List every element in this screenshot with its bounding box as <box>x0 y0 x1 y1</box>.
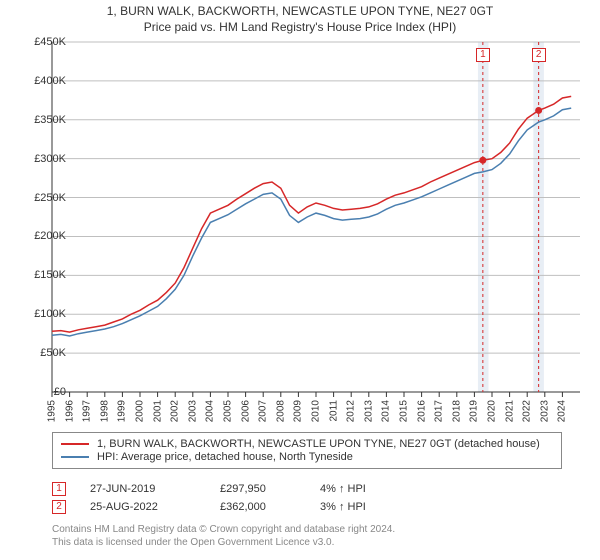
sale-flag: 1 <box>476 48 490 62</box>
sale-date: 27-JUN-2019 <box>90 483 220 495</box>
footer-line2: This data is licensed under the Open Gov… <box>52 537 562 550</box>
x-axis-label: 2020 <box>487 400 498 422</box>
x-axis-label: 2017 <box>434 400 445 422</box>
sales-table: 1 27-JUN-2019£297,9504% ↑ HPI 2 25-AUG-2022… <box>52 478 562 518</box>
x-axis-label: 2014 <box>381 400 392 422</box>
x-axis-label: 2002 <box>170 400 181 422</box>
title-address: 1, BURN WALK, BACKWORTH, NEWCASTLE UPON … <box>0 4 600 18</box>
legend-label-price: 1, BURN WALK, BACKWORTH, NEWCASTLE UPON … <box>97 438 540 450</box>
legend-swatch-price <box>61 443 89 445</box>
y-axis-label: £250K <box>18 192 66 204</box>
x-axis-label: 2010 <box>311 400 322 422</box>
plot-svg <box>52 42 580 392</box>
sale-dot <box>535 107 542 114</box>
sale-marker: 2 <box>52 500 66 514</box>
x-axis-label: 2016 <box>416 400 427 422</box>
x-axis-label: 2005 <box>223 400 234 422</box>
legend-swatch-hpi <box>61 456 89 458</box>
y-axis-label: £100K <box>18 308 66 320</box>
x-axis-label: 2000 <box>135 400 146 422</box>
x-axis-label: 2024 <box>557 400 568 422</box>
plot-area <box>52 42 580 392</box>
x-axis-label: 1999 <box>117 400 128 422</box>
title-subtitle: Price paid vs. HM Land Registry's House … <box>0 20 600 34</box>
x-axis-label: 2006 <box>240 400 251 422</box>
legend-label-hpi: HPI: Average price, detached house, Nort… <box>97 451 353 463</box>
footer-line1: Contains HM Land Registry data © Crown c… <box>52 524 562 537</box>
x-axis-label: 2013 <box>363 400 374 422</box>
x-axis-label: 2012 <box>346 400 357 422</box>
sale-hpi: 4% ↑ HPI <box>320 483 366 495</box>
footer: Contains HM Land Registry data © Crown c… <box>52 524 562 549</box>
x-axis-label: 2019 <box>469 400 480 422</box>
x-axis-label: 1998 <box>99 400 110 422</box>
sale-flag: 2 <box>532 48 546 62</box>
titles: 1, BURN WALK, BACKWORTH, NEWCASTLE UPON … <box>0 0 600 34</box>
sale-hpi: 3% ↑ HPI <box>320 501 366 513</box>
sale-date: 25-AUG-2022 <box>90 501 220 513</box>
sale-price: £362,000 <box>220 501 320 513</box>
legend-item-hpi: HPI: Average price, detached house, Nort… <box>61 451 553 463</box>
x-axis-label: 1995 <box>47 400 58 422</box>
y-axis-label: £150K <box>18 269 66 281</box>
x-axis-label: 1997 <box>82 400 93 422</box>
y-axis-label: £50K <box>18 347 66 359</box>
x-axis-label: 2003 <box>187 400 198 422</box>
series-hpi <box>52 108 571 336</box>
sale-row: 1 27-JUN-2019£297,9504% ↑ HPI <box>52 482 562 496</box>
chart-container: 1, BURN WALK, BACKWORTH, NEWCASTLE UPON … <box>0 0 600 560</box>
x-axis-label: 2009 <box>293 400 304 422</box>
x-axis-label: 2001 <box>152 400 163 422</box>
sale-dot <box>479 157 486 164</box>
y-axis-label: £450K <box>18 36 66 48</box>
x-axis-label: 1996 <box>64 400 75 422</box>
legend: 1, BURN WALK, BACKWORTH, NEWCASTLE UPON … <box>52 432 562 469</box>
y-axis-label: £400K <box>18 75 66 87</box>
x-axis-label: 2023 <box>539 400 550 422</box>
legend-item-price: 1, BURN WALK, BACKWORTH, NEWCASTLE UPON … <box>61 438 553 450</box>
x-axis-label: 2007 <box>258 400 269 422</box>
y-axis-label: £350K <box>18 114 66 126</box>
y-axis-label: £0 <box>18 386 66 398</box>
x-axis-label: 2018 <box>451 400 462 422</box>
x-axis-label: 2011 <box>328 400 339 422</box>
sale-row: 2 25-AUG-2022£362,0003% ↑ HPI <box>52 500 562 514</box>
sale-marker: 1 <box>52 482 66 496</box>
y-axis-label: £200K <box>18 230 66 242</box>
x-axis-label: 2021 <box>504 400 515 422</box>
y-axis-label: £300K <box>18 153 66 165</box>
x-axis-label: 2004 <box>205 400 216 422</box>
x-axis-label: 2022 <box>522 400 533 422</box>
x-axis-label: 2008 <box>275 400 286 422</box>
sale-price: £297,950 <box>220 483 320 495</box>
x-axis-label: 2015 <box>399 400 410 422</box>
